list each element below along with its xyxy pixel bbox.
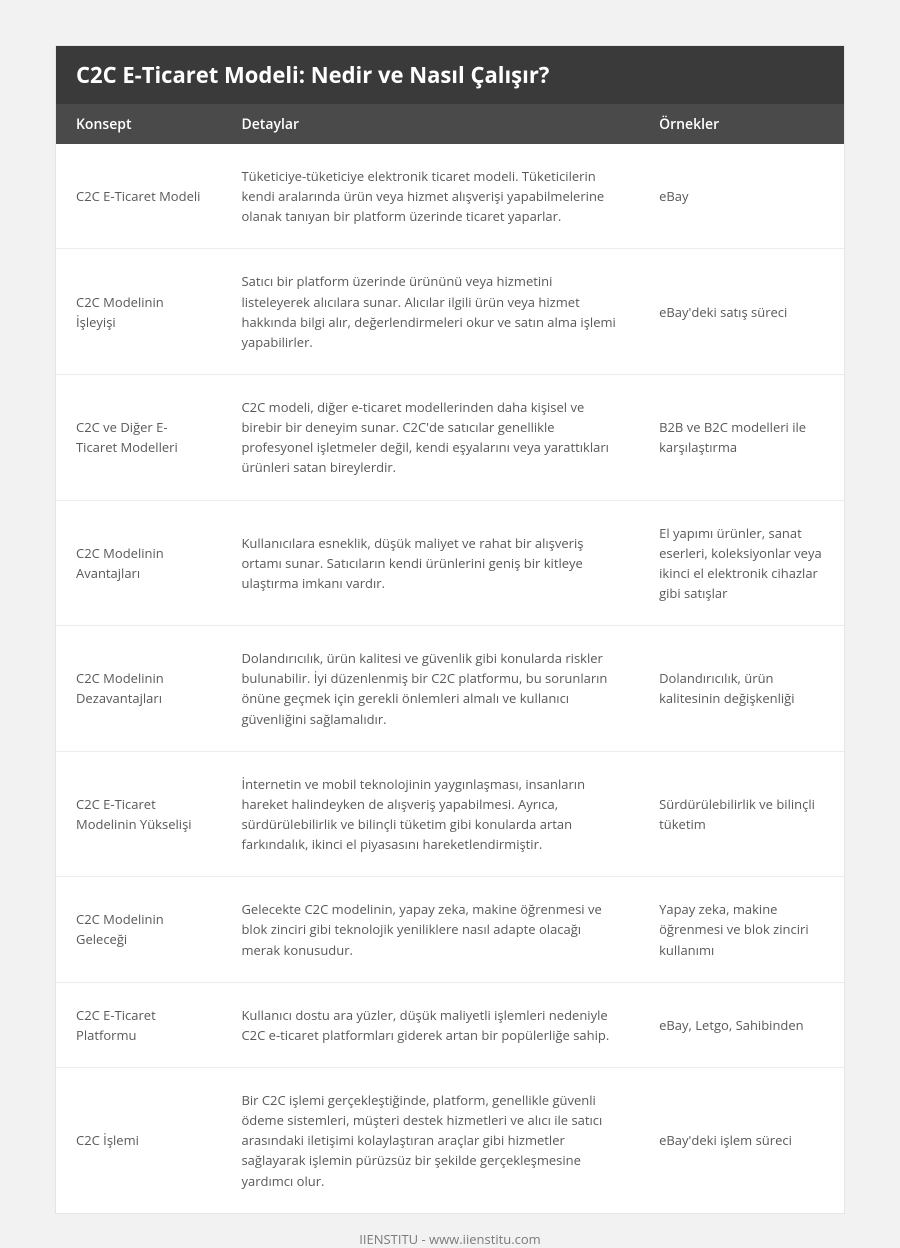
- header-details: Detaylar: [221, 105, 639, 144]
- cell-details: Satıcı bir platform üzerinde ürününü vey…: [221, 249, 639, 374]
- table-row: C2C E-Ticaret PlatformuKullanıcı dostu a…: [56, 982, 844, 1067]
- cell-details: Kullanıcı dostu ara yüzler, düşük maliye…: [221, 983, 639, 1067]
- table-header-row: Konsept Detaylar Örnekler: [56, 105, 844, 144]
- table-row: C2C Modelinin DezavantajlarıDolandırıcıl…: [56, 625, 844, 751]
- cell-concept: C2C E-Ticaret Modelinin Yükselişi: [56, 752, 221, 877]
- cell-concept: C2C Modelinin Avantajları: [56, 501, 221, 626]
- cell-details: Kullanıcılara esneklik, düşük maliyet ve…: [221, 501, 639, 626]
- cell-concept: C2C ve Diğer E-Ticaret Modelleri: [56, 375, 221, 500]
- cell-details: C2C modeli, diğer e-ticaret modellerinde…: [221, 375, 639, 500]
- cell-examples: eBay'deki satış süreci: [639, 249, 844, 374]
- table-row: C2C ve Diğer E-Ticaret ModelleriC2C mode…: [56, 374, 844, 500]
- table-row: C2C Modelinin GeleceğiGelecekte C2C mode…: [56, 876, 844, 981]
- cell-concept: C2C Modelinin İşleyişi: [56, 249, 221, 374]
- cell-examples: eBay: [639, 144, 844, 248]
- cell-examples: El yapımı ürünler, sanat eserleri, kolek…: [639, 501, 844, 626]
- cell-details: Gelecekte C2C modelinin, yapay zeka, mak…: [221, 877, 639, 981]
- table-body: C2C E-Ticaret ModeliTüketiciye-tüketiciy…: [56, 144, 844, 1213]
- table-row: C2C E-Ticaret Modelinin Yükselişiİnterne…: [56, 751, 844, 877]
- table-title: C2C E-Ticaret Modeli: Nedir ve Nasıl Çal…: [56, 46, 844, 105]
- cell-examples: eBay, Letgo, Sahibinden: [639, 983, 844, 1067]
- cell-details: Tüketiciye-tüketiciye elektronik ticaret…: [221, 144, 639, 248]
- cell-concept: C2C Modelinin Geleceği: [56, 877, 221, 981]
- cell-examples: B2B ve B2C modelleri ile karşılaştırma: [639, 375, 844, 500]
- cell-details: Dolandırıcılık, ürün kalitesi ve güvenli…: [221, 626, 639, 751]
- table-row: C2C E-Ticaret ModeliTüketiciye-tüketiciy…: [56, 144, 844, 248]
- header-concept: Konsept: [56, 105, 221, 144]
- footer-text: IIENSTITU - www.iienstitu.com: [55, 1214, 845, 1248]
- cell-examples: Dolandırıcılık, ürün kalitesinin değişke…: [639, 626, 844, 751]
- cell-details: İnternetin ve mobil teknolojinin yaygınl…: [221, 752, 639, 877]
- cell-concept: C2C E-Ticaret Modeli: [56, 144, 221, 248]
- cell-examples: Yapay zeka, makine öğrenmesi ve blok zin…: [639, 877, 844, 981]
- table-row: C2C Modelinin İşleyişiSatıcı bir platfor…: [56, 248, 844, 374]
- header-examples: Örnekler: [639, 105, 844, 144]
- cell-concept: C2C Modelinin Dezavantajları: [56, 626, 221, 751]
- cell-concept: C2C E-Ticaret Platformu: [56, 983, 221, 1067]
- content-table: C2C E-Ticaret Modeli: Nedir ve Nasıl Çal…: [55, 45, 845, 1214]
- cell-examples: Sürdürülebilirlik ve bilinçli tüketim: [639, 752, 844, 877]
- table-row: C2C Modelinin AvantajlarıKullanıcılara e…: [56, 500, 844, 626]
